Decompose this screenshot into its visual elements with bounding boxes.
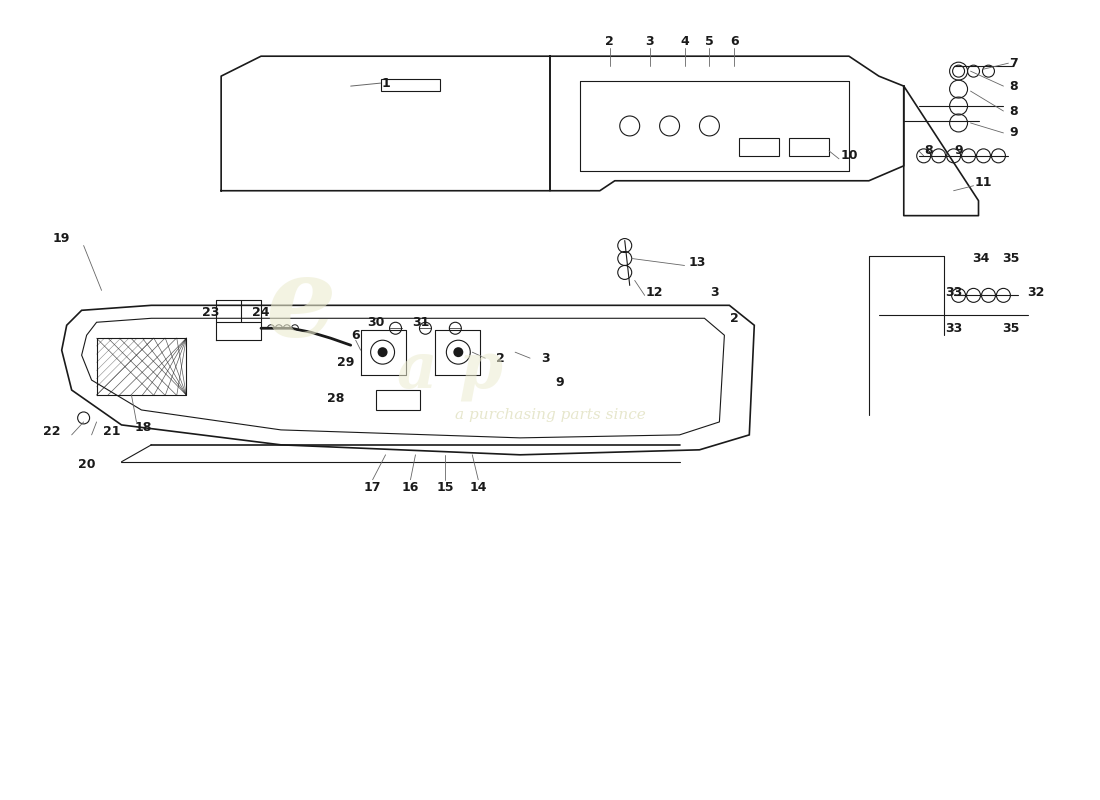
Text: 19: 19 <box>53 232 70 245</box>
Text: 32: 32 <box>1027 286 1045 299</box>
Circle shape <box>453 347 463 357</box>
Text: 15: 15 <box>437 481 454 494</box>
Text: 2: 2 <box>730 312 739 325</box>
Text: 33: 33 <box>945 286 962 299</box>
Text: 10: 10 <box>840 150 858 162</box>
Text: 3: 3 <box>646 34 654 48</box>
Bar <box>739 138 779 156</box>
Text: 2: 2 <box>496 352 505 365</box>
Text: 6: 6 <box>351 329 360 342</box>
Text: 7: 7 <box>1009 57 1018 70</box>
Text: 35: 35 <box>1002 322 1019 334</box>
Text: 22: 22 <box>43 426 60 438</box>
Text: e: e <box>265 251 337 359</box>
Text: 21: 21 <box>102 426 120 438</box>
Text: 16: 16 <box>402 481 419 494</box>
Text: 5: 5 <box>705 34 714 48</box>
Text: 34: 34 <box>971 252 989 265</box>
Text: 28: 28 <box>327 391 344 405</box>
Text: 11: 11 <box>975 176 992 190</box>
Text: 2: 2 <box>605 34 614 48</box>
Text: 8: 8 <box>924 144 933 158</box>
Text: 6: 6 <box>730 34 739 48</box>
Text: 17: 17 <box>364 481 382 494</box>
Text: 18: 18 <box>134 422 152 434</box>
Text: a purchasing parts since: a purchasing parts since <box>454 408 646 422</box>
Text: a p: a p <box>397 339 504 401</box>
Text: 23: 23 <box>202 306 220 319</box>
Text: 8: 8 <box>1009 79 1018 93</box>
Text: 14: 14 <box>470 481 487 494</box>
Text: 29: 29 <box>337 356 354 369</box>
Bar <box>789 138 829 156</box>
Text: 33: 33 <box>945 322 962 334</box>
Text: 9: 9 <box>1009 126 1018 139</box>
Text: 30: 30 <box>367 316 384 329</box>
Text: 31: 31 <box>411 316 429 329</box>
Bar <box>381 79 440 91</box>
Text: 9: 9 <box>955 144 962 158</box>
Text: 3: 3 <box>541 352 549 365</box>
Text: 12: 12 <box>646 286 663 299</box>
Text: 13: 13 <box>689 256 706 269</box>
Text: 20: 20 <box>78 458 96 471</box>
Text: 3: 3 <box>711 286 718 299</box>
Text: 8: 8 <box>1009 105 1018 118</box>
Circle shape <box>377 347 387 357</box>
Text: 35: 35 <box>1002 252 1019 265</box>
Text: 24: 24 <box>252 306 270 319</box>
Text: 1: 1 <box>382 77 389 90</box>
Text: 9: 9 <box>556 375 564 389</box>
Text: 4: 4 <box>680 34 689 48</box>
